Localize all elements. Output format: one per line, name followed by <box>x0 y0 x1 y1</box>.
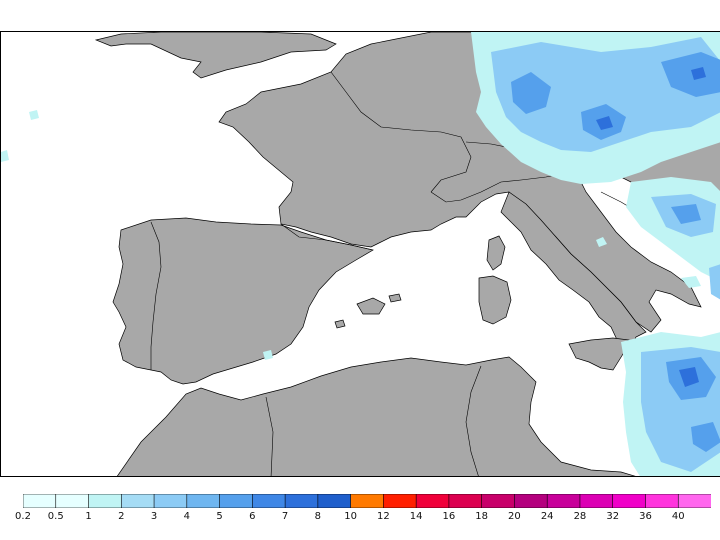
colorbar-label: 18 <box>475 511 489 522</box>
colorbar-label: 28 <box>573 511 587 522</box>
land-corsica <box>486 235 506 271</box>
land-sardinia <box>478 275 512 325</box>
colorbar-label: 32 <box>606 511 620 522</box>
colorbar-swatch <box>252 494 286 508</box>
colorbar-swatch <box>284 494 319 508</box>
colorbar-swatch <box>514 494 548 508</box>
colorbar-swatch <box>579 494 614 508</box>
colorbar-swatch <box>350 494 385 508</box>
colorbar-swatch <box>153 494 188 508</box>
colorbar-swatch <box>23 494 57 508</box>
precipitation-map <box>0 31 720 477</box>
colorbar-swatch <box>383 494 417 508</box>
land-ibiza <box>334 319 346 329</box>
colorbar-label: 36 <box>639 511 652 522</box>
colorbar-swatch <box>415 494 450 508</box>
land-britain <box>94 32 337 79</box>
colorbar-labels: 0.2 0.5 1 2 3 4 5 6 7 8 10 12 14 16 18 20 24 28 32 36 40 <box>0 511 720 527</box>
colorbar-label: 0.5 <box>47 511 64 522</box>
colorbar-swatch <box>645 494 679 508</box>
land-mallorca <box>356 297 386 315</box>
colorbar-swatch <box>219 494 254 508</box>
land-sicily <box>568 337 630 371</box>
colorbar-label: 14 <box>409 511 423 522</box>
precipitation-colorbar <box>23 494 711 508</box>
colorbar-label: 24 <box>540 511 554 522</box>
colorbar-label: 3 <box>150 511 158 522</box>
colorbar-label: 8 <box>314 511 322 522</box>
colorbar-label: 20 <box>508 511 521 522</box>
colorbar-label: 10 <box>344 511 357 522</box>
colorbar-label: 1 <box>85 511 92 522</box>
precipitation-areas <box>1 32 720 476</box>
colorbar-swatch <box>546 494 581 508</box>
colorbar-label: 16 <box>442 511 456 522</box>
colorbar-swatch <box>317 494 352 508</box>
colorbar-swatch <box>612 494 647 508</box>
colorbar-label: 7 <box>281 511 289 522</box>
colorbar-label: 0.2 <box>15 511 31 522</box>
colorbar-swatch <box>88 494 122 508</box>
land-menorca <box>388 293 402 303</box>
colorbar-label: 40 <box>671 511 685 522</box>
colorbar-swatch <box>186 494 221 508</box>
colorbar-label: 12 <box>377 511 390 522</box>
colorbar-swatch <box>481 494 516 508</box>
land-north-africa <box>116 356 636 476</box>
colorbar-label: 6 <box>249 511 256 522</box>
colorbar-label: 4 <box>183 511 190 522</box>
colorbar-swatch <box>120 494 155 508</box>
colorbar-swatch <box>55 494 90 508</box>
colorbar-swatch <box>677 494 711 508</box>
land-iberia <box>112 217 374 385</box>
colorbar-swatch <box>448 494 483 508</box>
colorbar-label: 5 <box>216 511 223 522</box>
colorbar-label: 2 <box>118 511 125 522</box>
map-canvas <box>1 32 720 476</box>
